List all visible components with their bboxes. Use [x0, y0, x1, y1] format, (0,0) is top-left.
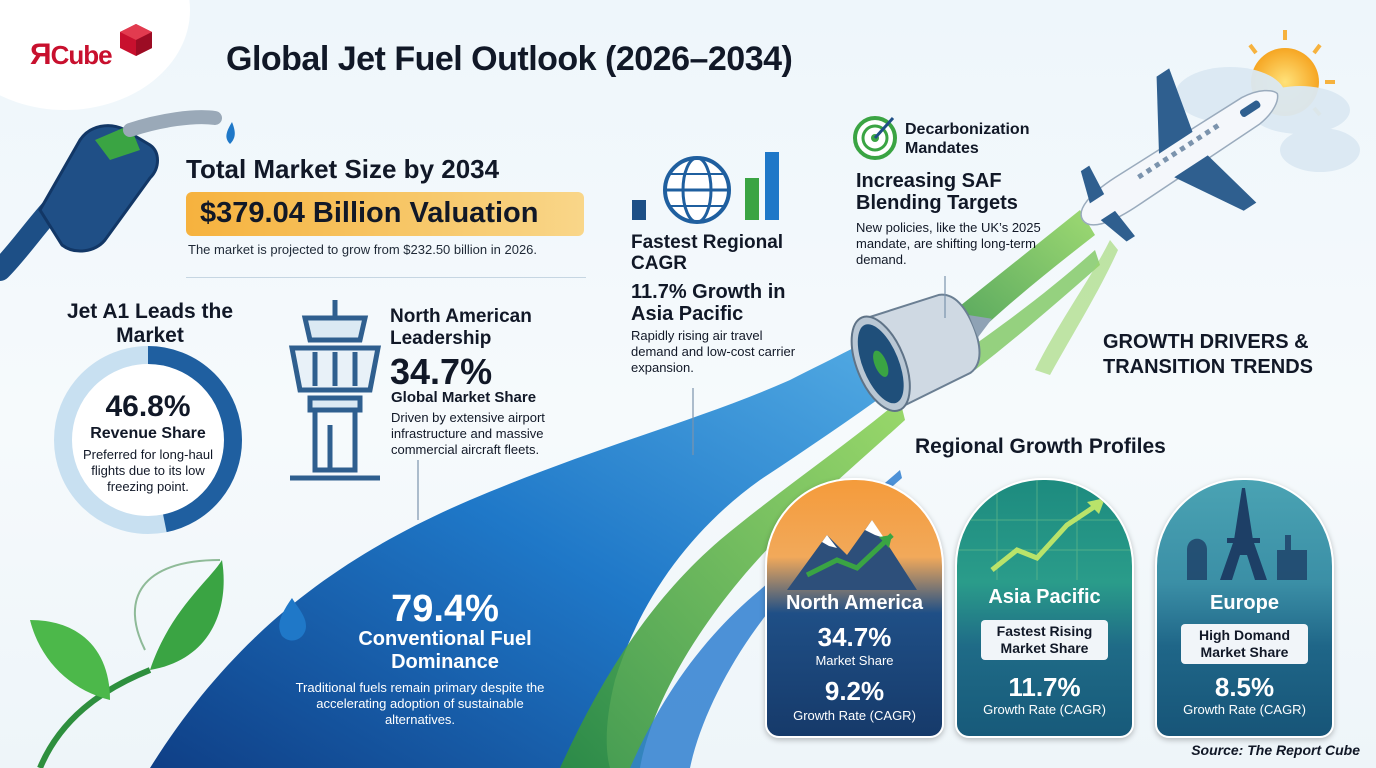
north-american-value: 34.7% [390, 351, 493, 392]
region-growth-label: Growth Rate (CAGR) [983, 702, 1106, 717]
logo-letter: Я [30, 38, 52, 71]
control-tower-icon [288, 300, 382, 481]
conventional-description: Traditional fuels remain primary despite… [295, 680, 545, 727]
conventional-value: 79.4% [391, 588, 499, 630]
globe-bars-icon [632, 152, 779, 224]
region-chip: High Domand Market Share [1181, 624, 1308, 664]
region-growth-label: Growth Rate (CAGR) [793, 708, 916, 723]
saf-heading: Increasing SAF Blending Targets [856, 170, 1018, 214]
brand-logo: ЯCube [30, 38, 113, 72]
region-card-north-america: North America 34.7% Market Share 9.2% Gr… [765, 478, 944, 738]
revenue-share-donut [54, 346, 242, 534]
region-name: Europe [1210, 592, 1279, 614]
region-name: Asia Pacific [988, 586, 1101, 608]
fastest-regional-description: Rapidly rising air travel demand and low… [631, 328, 796, 375]
valuation-badge [186, 192, 584, 236]
section-divider [186, 277, 586, 278]
region-card-asia-pacific: Asia Pacific Fastest Rising Market Share… [955, 478, 1134, 738]
region-share-value: 34.7% [817, 622, 892, 652]
region-growth-value: 11.7% [1008, 672, 1081, 702]
droplet-icon [279, 598, 306, 641]
total-market-heading: Total Market Size by 2034 [186, 154, 500, 184]
mountain-chart-icon [787, 520, 917, 590]
region-card-europe: Europe High Domand Market Share 8.5% Gro… [1155, 478, 1334, 738]
jet-a1-heading: Jet A1 Leads the Market [66, 300, 234, 347]
logo-wordmark: Cube [50, 40, 113, 70]
source-credit: Source: The Report Cube [1191, 742, 1360, 758]
region-chip: Fastest Rising Market Share [981, 620, 1108, 660]
region-share-label: Market Share [815, 653, 894, 668]
region-name: North America [785, 592, 924, 614]
jet-a1-description: Preferred for long-haul flights due to i… [82, 447, 214, 494]
region-growth-label: Growth Rate (CAGR) [1183, 702, 1306, 717]
north-american-heading: North American Leadership [390, 306, 532, 349]
jet-a1-share-label: Revenue Share [90, 425, 206, 442]
regional-profiles-heading: Regional Growth Profiles [915, 435, 1166, 458]
leaf-icon [30, 559, 224, 768]
decarbonization-label: Decarbonization Mandates [905, 121, 1030, 157]
north-american-description: Driven by extensive airport infrastructu… [391, 410, 545, 457]
target-icon [853, 116, 897, 160]
jet-a1-share-value: 46.8% [105, 390, 191, 423]
saf-description: New policies, like the UK’s 2025 mandate… [856, 220, 1041, 267]
total-market-description: The market is projected to grow from $23… [188, 242, 538, 257]
conventional-label: Conventional Fuel Dominance [358, 628, 532, 673]
region-growth-value: 9.2% [824, 676, 885, 706]
fastest-regional-growth: 11.7% Growth in Asia Pacific [631, 281, 786, 325]
connector-lines [417, 276, 946, 520]
airplane-icon [1080, 68, 1279, 242]
green-trail [930, 210, 1118, 375]
cube-icon [120, 24, 152, 56]
growth-drivers-heading: GROWTH DRIVERS & TRANSITION TRENDS [1103, 331, 1313, 378]
page-title: Global Jet Fuel Outlook (2026–2034) [226, 40, 793, 78]
eiffel-tower-icon [1187, 488, 1307, 580]
north-american-label: Global Market Share [391, 389, 537, 406]
growth-chart-icon [957, 480, 1132, 580]
fuel-nozzle-icon [0, 110, 235, 281]
jet-engine-icon [850, 293, 992, 412]
fastest-regional-heading: Fastest Regional CAGR [631, 232, 784, 274]
region-growth-value: 8.5% [1214, 672, 1275, 702]
valuation-value: $379.04 Billion Valuation [200, 197, 539, 229]
